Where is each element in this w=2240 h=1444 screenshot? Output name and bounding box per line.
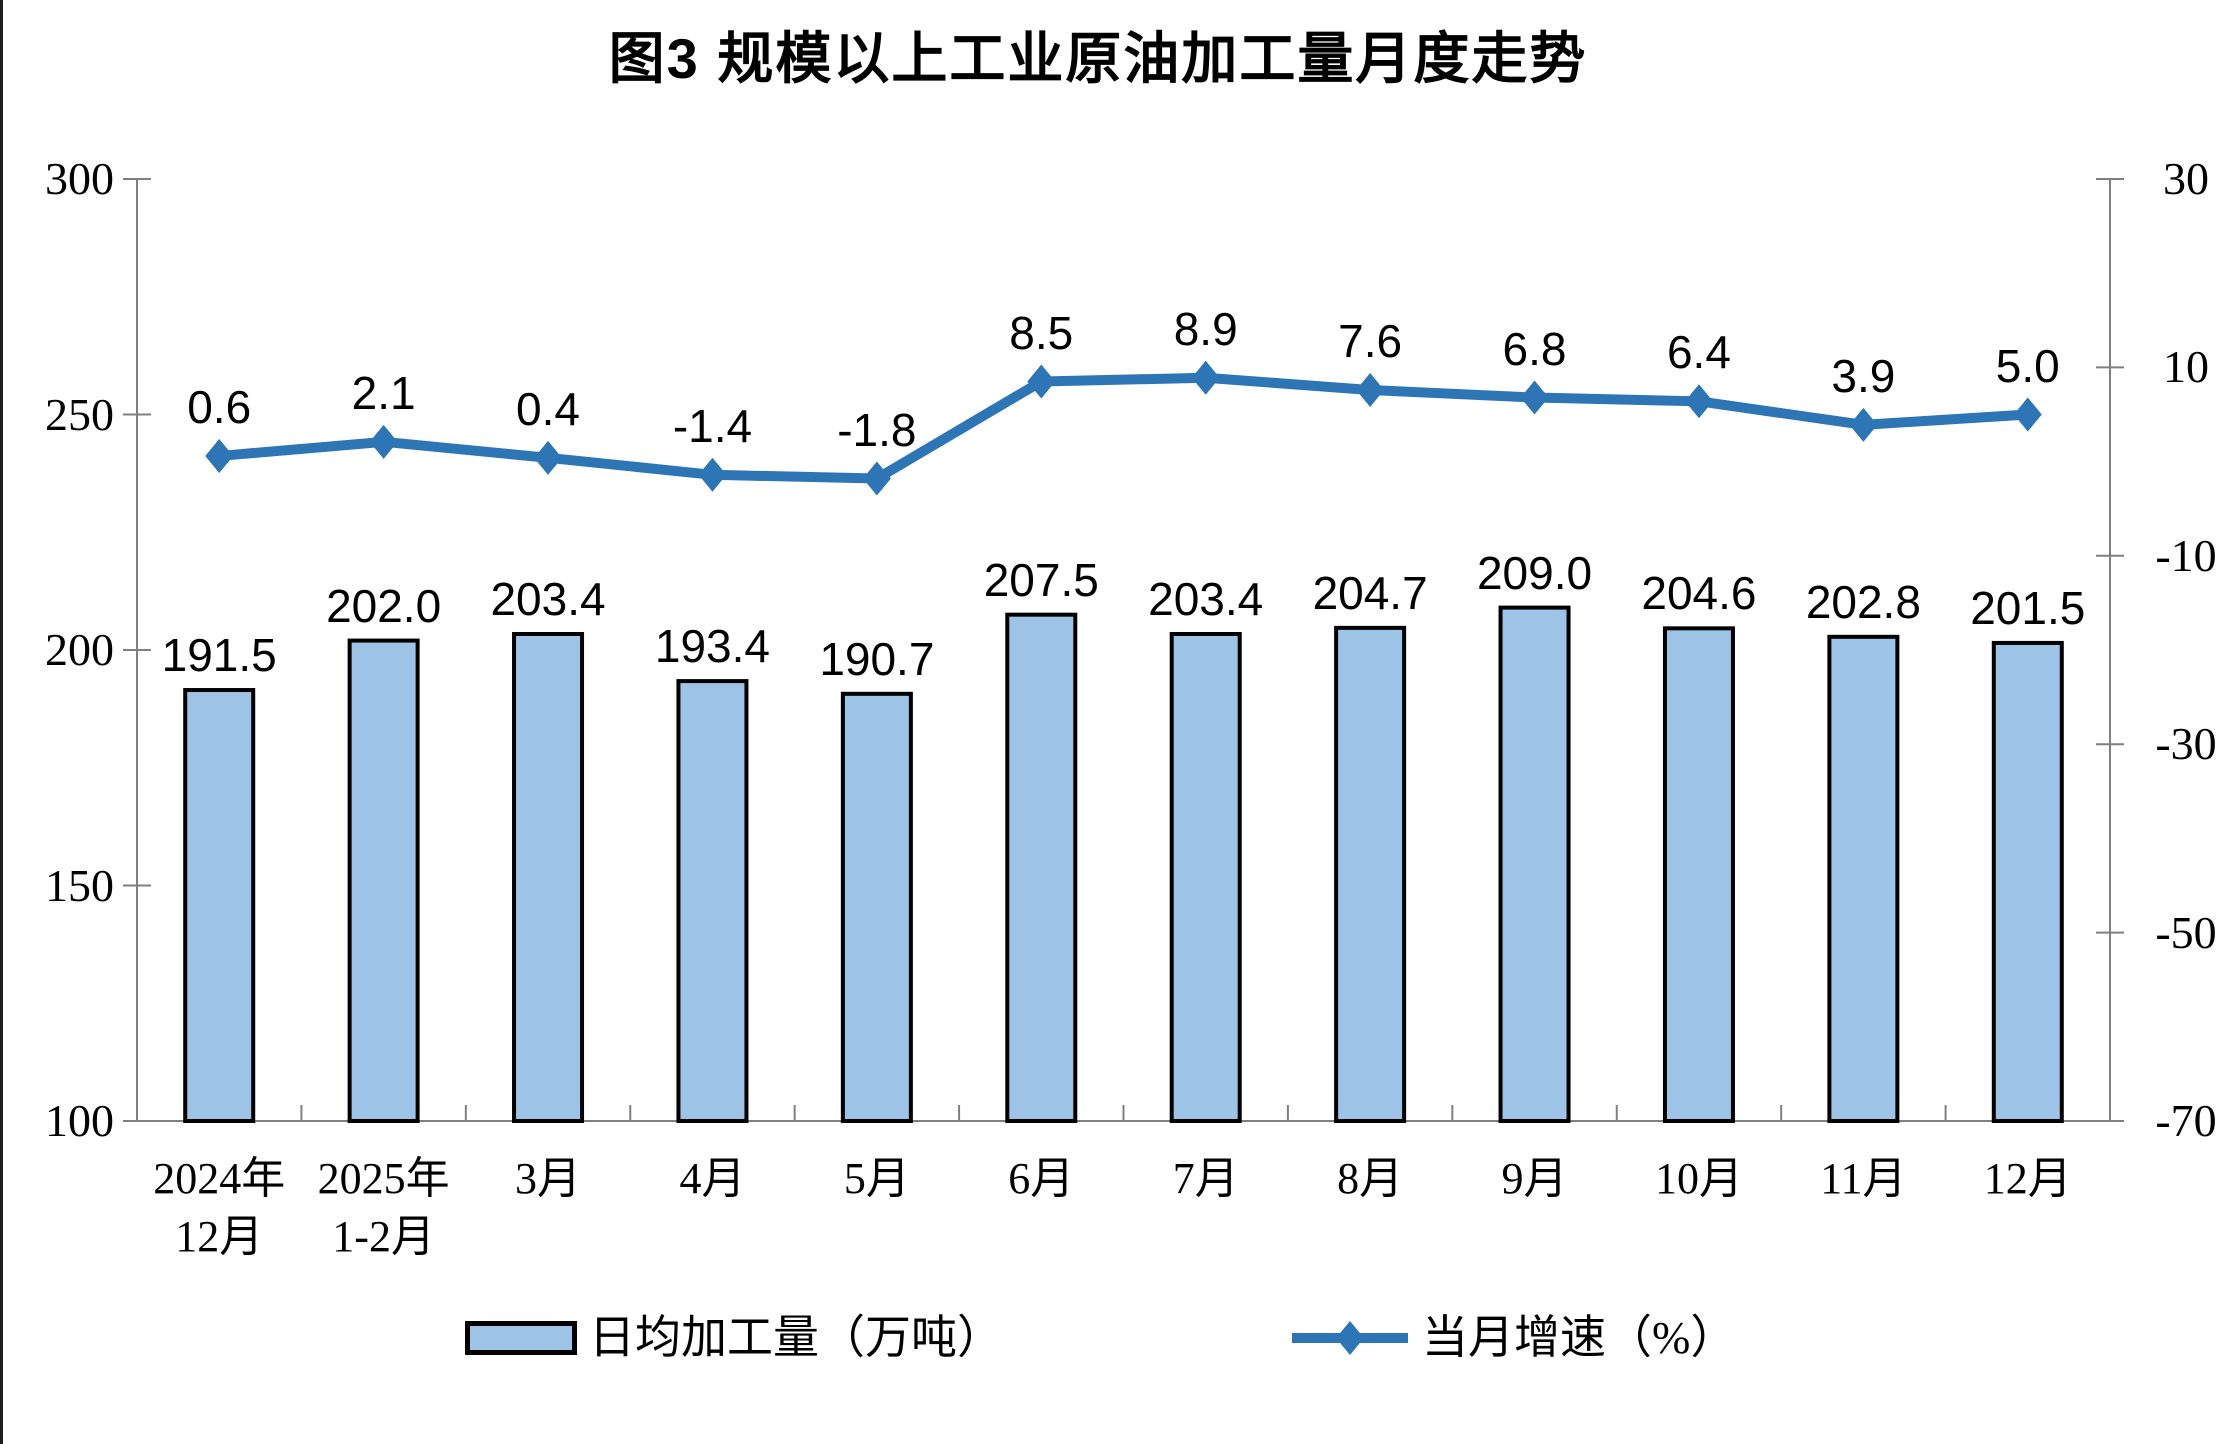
x-axis-label: 11月: [1820, 1154, 1907, 1203]
line-value-label: -1.8: [837, 403, 917, 456]
x-axis-label: 10月: [1654, 1154, 1743, 1203]
line-value-label: 3.9: [1831, 349, 1896, 402]
line-value-label: 0.4: [516, 382, 580, 435]
line-marker-diamond: [1356, 373, 1385, 408]
line-value-label: 0.6: [187, 380, 252, 433]
line-marker-diamond: [1027, 364, 1056, 399]
line-marker-diamond: [1684, 384, 1713, 419]
x-axis-label: 9月: [1501, 1154, 1568, 1203]
bar-value-label: 202.8: [1805, 575, 1921, 628]
line-value-label: 5.0: [1995, 339, 2060, 392]
x-axis-label: 12月: [175, 1212, 264, 1261]
line-value-label: 8.9: [1173, 302, 1238, 355]
line-marker-diamond: [698, 457, 727, 492]
chart-title: 图3 规模以上工业原油加工量月度走势: [608, 27, 1588, 90]
bar: [183, 688, 256, 1123]
bar-value-label: 203.4: [490, 572, 606, 625]
bar-value-label: 209.0: [1476, 546, 1593, 599]
bar-legend-label: 日均加工量（万吨）: [589, 1312, 1003, 1363]
bar: [840, 691, 913, 1123]
x-axis-label: 12月: [1983, 1154, 2072, 1203]
line-value-label: 6.4: [1666, 326, 1731, 379]
bar-value-label: 190.7: [819, 632, 935, 685]
line-marker-diamond: [1191, 360, 1220, 395]
x-axis-label: 2025年: [317, 1154, 450, 1203]
bar-value-label: 204.6: [1641, 567, 1757, 620]
line-value-label: 2.1: [351, 366, 416, 419]
bar: [1991, 640, 2064, 1123]
y-axis-right-label: 10: [2163, 341, 2209, 393]
y-axis-right-label: -50: [2155, 906, 2217, 958]
bar: [512, 631, 585, 1124]
line-marker-diamond: [1520, 380, 1549, 415]
x-axis-label: 4月: [679, 1154, 746, 1203]
line-value-label: 6.8: [1502, 322, 1567, 375]
line-value-label: 7.6: [1338, 315, 1403, 367]
line-value-label: 8.5: [1009, 306, 1074, 359]
line-value-label: -1.4: [672, 399, 753, 452]
legend-item-line: 当月增速（%）: [1292, 1312, 1736, 1364]
bar-value-label: 191.5: [161, 629, 277, 682]
y-axis-left-label: 300: [45, 153, 114, 204]
diamond-icon: [1336, 1321, 1364, 1355]
x-axis-label: 2024年: [153, 1154, 286, 1203]
x-axis-label: 3月: [515, 1154, 582, 1203]
bar-value-label: 201.5: [1970, 581, 2086, 634]
bar-value-label: 202.0: [326, 579, 442, 632]
growth-line: [218, 372, 2029, 484]
bar: [1334, 625, 1407, 1123]
line-legend-marker: [1292, 1318, 1408, 1358]
bar: [1827, 634, 1900, 1123]
bar: [1005, 612, 1078, 1123]
y-axis-left-label: 200: [45, 624, 114, 675]
bar: [1169, 631, 1242, 1124]
window-left-border: [0, 0, 3, 1444]
line-marker-diamond: [205, 438, 234, 473]
line-marker-diamond: [369, 424, 398, 459]
bar: [676, 679, 749, 1123]
line-marker-diamond: [2013, 397, 2042, 432]
y-axis-right-label: -10: [2155, 529, 2217, 581]
bar-legend-swatch: [465, 1321, 577, 1355]
y-axis-left-label: 100: [45, 1095, 114, 1146]
x-axis-label: 8月: [1337, 1154, 1404, 1203]
bar-value-label: 207.5: [983, 553, 1099, 606]
bar-value-label: 203.4: [1148, 572, 1264, 625]
x-axis-label: 1-2月: [332, 1212, 435, 1261]
bar: [1662, 626, 1735, 1123]
line-marker-diamond: [1849, 407, 1878, 442]
y-axis-right-label: -70: [2155, 1095, 2217, 1146]
x-axis-label: 5月: [843, 1154, 910, 1203]
bar-value-label: 204.7: [1312, 566, 1428, 619]
y-axis-right-label: 30: [2163, 153, 2209, 204]
y-axis-left-label: 150: [45, 859, 114, 911]
x-axis-label: 7月: [1172, 1154, 1239, 1203]
bar: [1498, 605, 1571, 1123]
line-marker-diamond: [862, 461, 891, 496]
x-axis-label: 6月: [1008, 1154, 1075, 1203]
bar: [347, 638, 420, 1124]
y-axis-right-label: -30: [2155, 718, 2217, 770]
bar-value-label: 193.4: [654, 620, 771, 673]
y-axis-left-label: 250: [45, 388, 114, 440]
legend-item-bar: 日均加工量（万吨）: [465, 1312, 1003, 1364]
line-marker-diamond: [534, 440, 563, 475]
line-legend-label: 当月增速（%）: [1422, 1312, 1737, 1363]
